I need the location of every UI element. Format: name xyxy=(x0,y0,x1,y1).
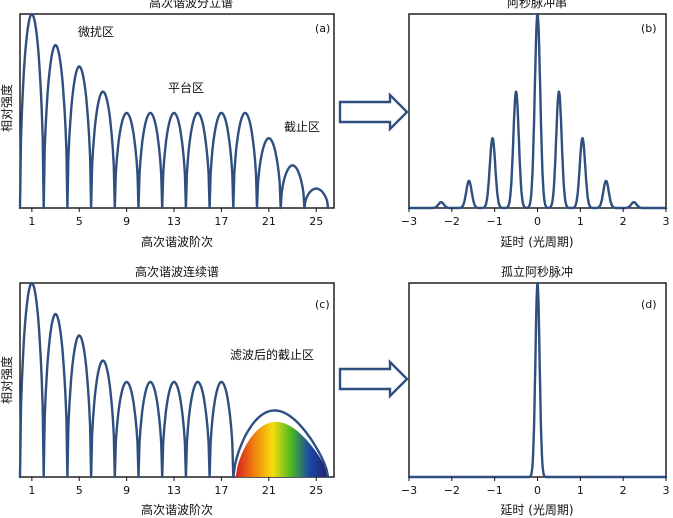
x-tick-label: 25 xyxy=(309,484,323,497)
panel-b: 阿秒脉冲串 (b) −3 −2 −1 0 1 2 3 延时 (光周期) xyxy=(401,0,670,249)
x-tick-label: 2 xyxy=(620,484,627,497)
x-tick-label: 1 xyxy=(577,215,584,228)
x-tick-label: −1 xyxy=(487,215,503,228)
x-tick-label: 21 xyxy=(262,215,276,228)
x-tick-label: 9 xyxy=(123,215,130,228)
x-tick-label: 9 xyxy=(123,484,130,497)
panel-d-xticks: −3 −2 −1 0 1 2 3 xyxy=(401,477,670,497)
x-tick-label: 1 xyxy=(28,484,35,497)
panel-a-frame xyxy=(19,13,335,209)
panel-d-label: (d) xyxy=(641,298,657,311)
panel-c-title: 高次谐波连续谱 xyxy=(135,264,219,279)
panel-a: 高次谐波分立谱 相对强度 (a) 微扰区 平台区 截止区 1 5 9 13 17 21 25… xyxy=(0,0,335,249)
panel-d: 孤立阿秒脉冲 (d) −3 −2 −1 0 1 2 3 延时 (光周期) xyxy=(401,264,670,517)
x-tick-label: −3 xyxy=(401,484,417,497)
x-tick-label: 1 xyxy=(28,215,35,228)
panel-b-frame xyxy=(408,13,667,209)
x-tick-label: 5 xyxy=(76,484,83,497)
panel-a-xticks: 1 5 9 13 17 21 25 xyxy=(28,208,323,228)
x-tick-label: 3 xyxy=(663,215,670,228)
right-arrow-icon xyxy=(338,359,409,399)
annotation-plateau-region: 平台区 xyxy=(168,80,204,95)
x-tick-label: 3 xyxy=(663,484,670,497)
panel-c-xticks: 1 5 9 13 17 21 25 xyxy=(28,477,323,497)
panel-c-filtered-spectrum xyxy=(235,421,329,477)
panel-d-title: 孤立阿秒脉冲 xyxy=(501,264,573,279)
annotation-cutoff-region: 截止区 xyxy=(284,120,320,134)
x-tick-label: 17 xyxy=(214,215,228,228)
panel-a-label: (a) xyxy=(315,22,330,35)
x-tick-label: −2 xyxy=(444,215,460,228)
x-tick-label: 17 xyxy=(214,484,228,497)
panel-c-continuum-curve xyxy=(232,409,330,479)
annotation-perturbative-region: 微扰区 xyxy=(78,25,114,39)
x-tick-label: −2 xyxy=(444,484,460,497)
x-tick-label: 2 xyxy=(620,215,627,228)
x-tick-label: 5 xyxy=(76,215,83,228)
annotation-filtered-cutoff-region: 滤波后的截止区 xyxy=(230,347,314,362)
panel-a-curve xyxy=(18,12,330,210)
panel-b-title: 阿秒脉冲串 xyxy=(507,0,567,10)
panel-d-xlabel: 延时 (光周期) xyxy=(500,503,573,517)
panel-b-xticks: −3 −2 −1 0 1 2 3 xyxy=(401,208,670,228)
panel-b-label: (b) xyxy=(641,22,657,35)
panel-a-ylabel: 相对强度 xyxy=(0,84,14,132)
x-tick-label: 0 xyxy=(534,484,541,497)
x-tick-label: 25 xyxy=(309,215,323,228)
panel-c: 高次谐波连续谱 相对强度 (c) 滤波后的截止区 1 5 9 13 17 21 25 高次谐… xyxy=(0,264,335,517)
panel-a-xlabel: 高次谐波阶次 xyxy=(141,234,213,249)
x-tick-label: 13 xyxy=(167,215,181,228)
panel-a-title: 高次谐波分立谱 xyxy=(149,0,233,10)
panel-c-curve xyxy=(18,281,235,479)
panel-d-frame xyxy=(408,282,667,478)
x-tick-label: 13 xyxy=(167,484,181,497)
panel-b-xlabel: 延时 (光周期) xyxy=(500,235,573,249)
x-tick-label: −1 xyxy=(487,484,503,497)
panel-c-xlabel: 高次谐波阶次 xyxy=(141,502,213,517)
x-tick-label: 21 xyxy=(262,484,276,497)
panel-c-ylabel: 相对强度 xyxy=(0,356,14,404)
right-arrow-icon xyxy=(338,92,409,132)
panel-c-label: (c) xyxy=(315,298,330,311)
x-tick-label: −3 xyxy=(401,215,417,228)
x-tick-label: 1 xyxy=(577,484,584,497)
x-tick-label: 0 xyxy=(534,215,541,228)
